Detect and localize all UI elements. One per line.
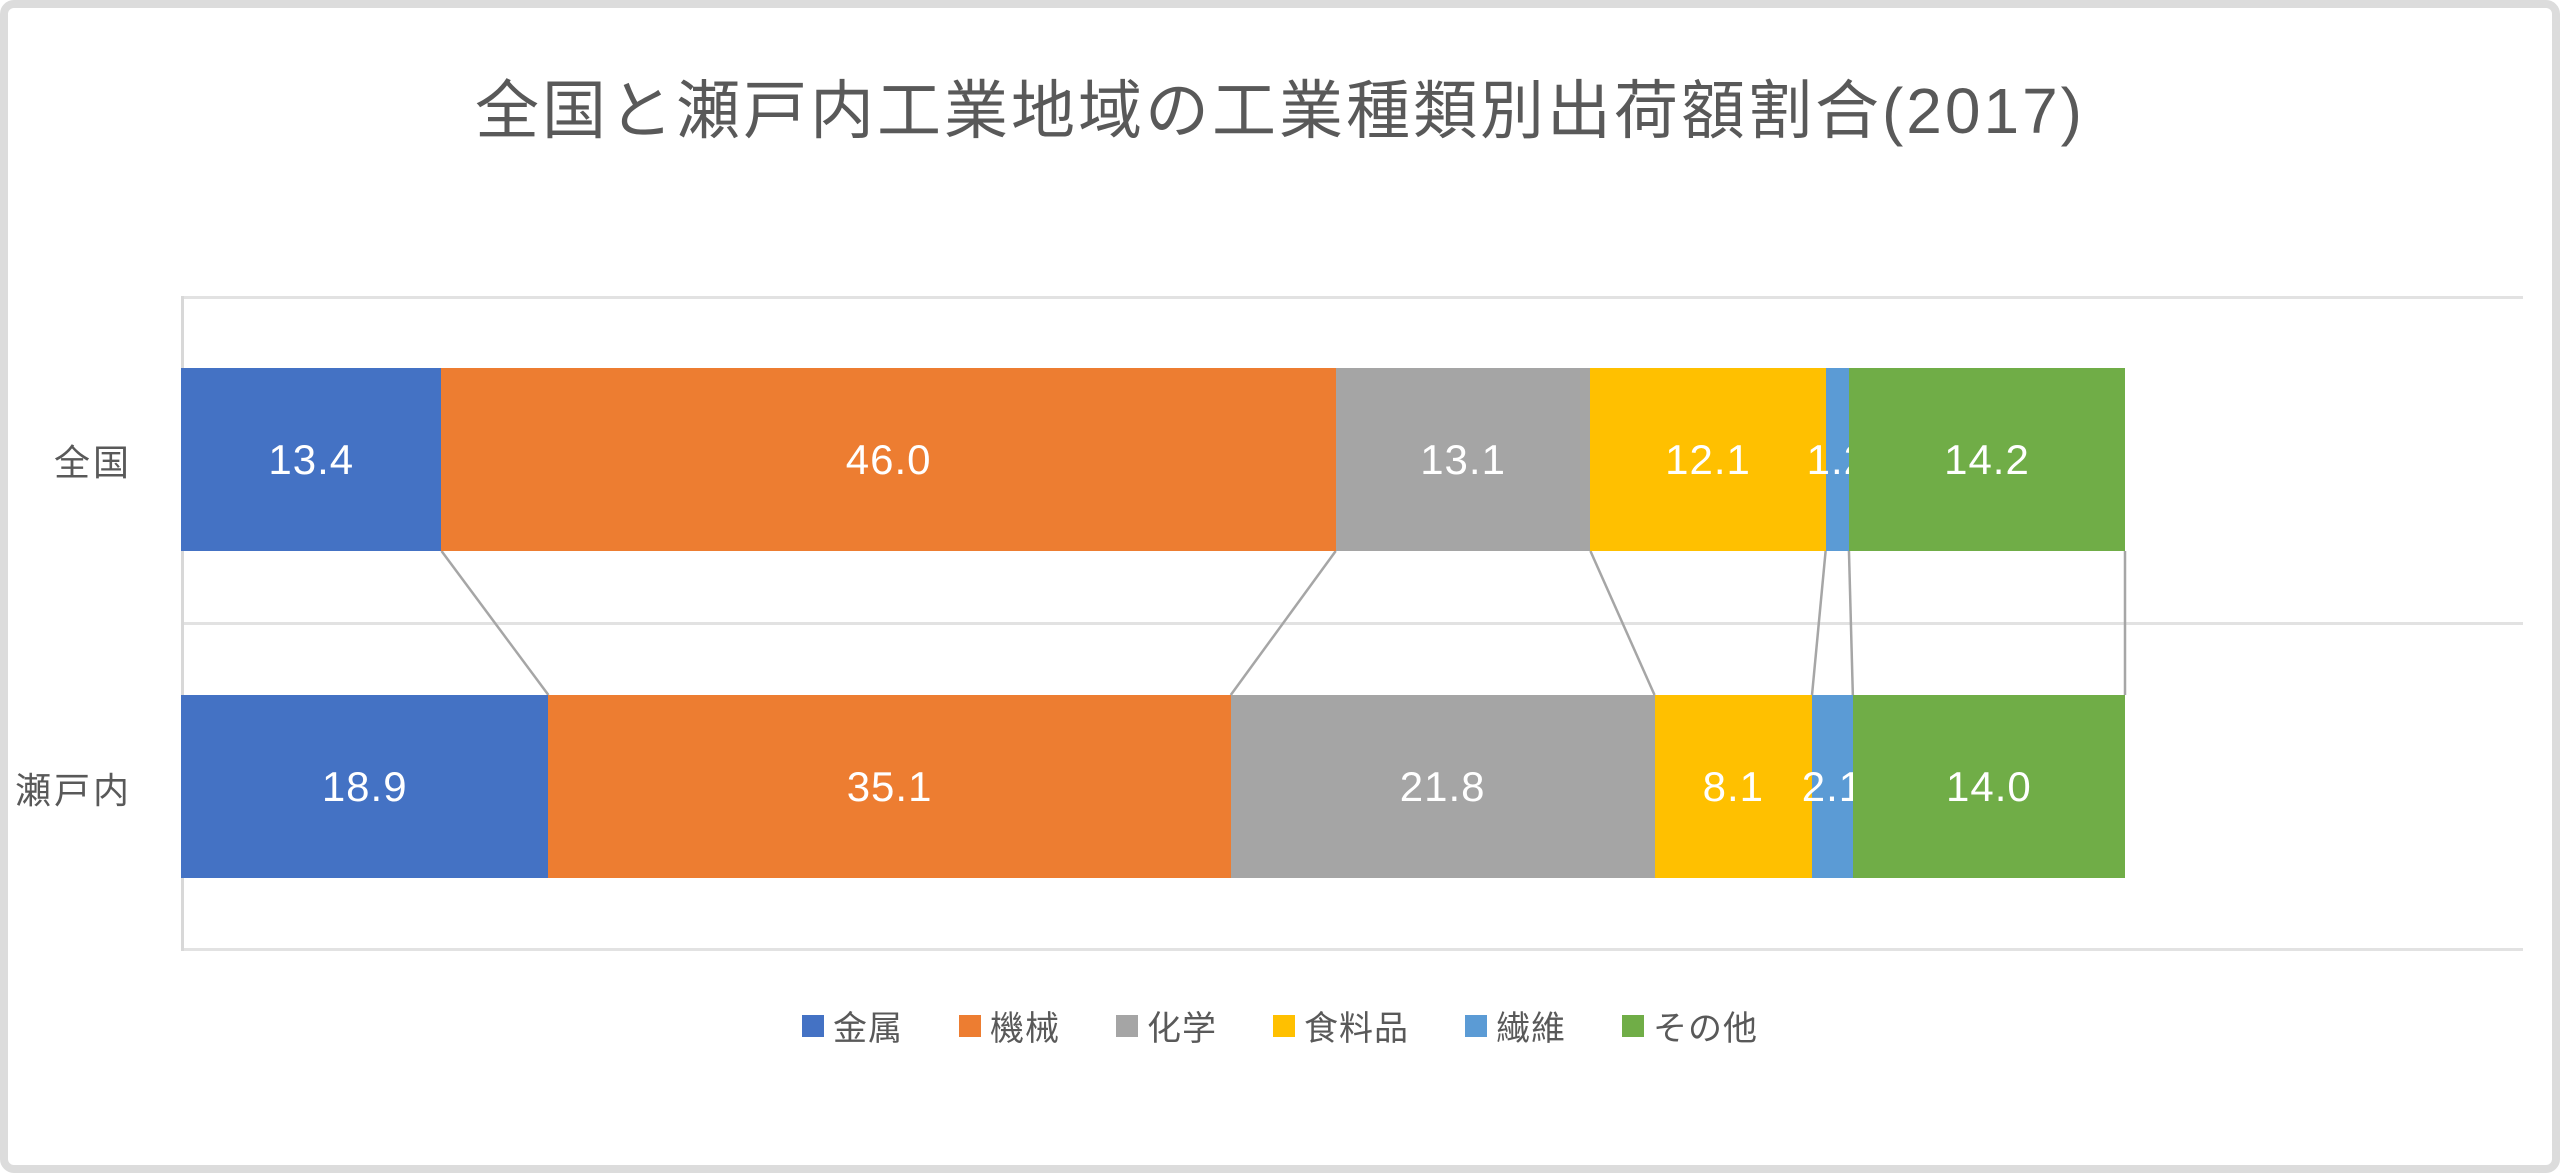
bar-segment — [1335, 368, 1591, 551]
bar-value-label: 46.0 — [845, 435, 932, 483]
bar-segment — [1230, 695, 1655, 878]
bar-value-label: 8.1 — [1702, 762, 1764, 810]
connector-line — [1810, 550, 1827, 696]
legend-swatch-icon — [1465, 1014, 1487, 1037]
plot-bottom-border — [181, 948, 2523, 951]
legend-label: 金属 — [833, 1010, 903, 1048]
bar-value-label: 21.8 — [1399, 762, 1486, 810]
legend: 金属 機械 化学 食料品 繊維 その他 — [8, 1001, 2552, 1050]
legend-entry: 繊維 — [1465, 1001, 1566, 1050]
legend-entry: 金属 — [802, 1001, 903, 1050]
legend-label: 機械 — [990, 1010, 1060, 1048]
bar-segment — [181, 368, 442, 551]
bar-row-setouchi: 18.9 35.1 21.8 8.1 2.1 14.0 — [181, 695, 2125, 878]
connector-line — [440, 550, 550, 696]
bar-segment — [441, 368, 1336, 551]
legend-entry: その他 — [1622, 1001, 1758, 1050]
connector-line — [1589, 550, 1656, 696]
bar-value-label: 13.1 — [1420, 435, 1506, 483]
bar-segment — [1654, 695, 1812, 878]
bar-value-label: 14.0 — [1946, 762, 2032, 810]
legend-label: 化学 — [1147, 1010, 1217, 1048]
bar-value-label: 14.2 — [1944, 435, 2030, 483]
plot-top-border — [181, 296, 2523, 299]
bar-value-label: 35.1 — [846, 762, 933, 810]
legend-entry: 機械 — [959, 1001, 1060, 1050]
legend-swatch-icon — [1116, 1014, 1138, 1037]
bar-segment — [1848, 368, 2125, 551]
bar-value-label: 13.4 — [268, 435, 355, 483]
chart-title: 全国と瀬戸内工業地域の工業種類別出荷額割合(2017) — [475, 75, 2085, 147]
connector-line — [1847, 550, 1855, 696]
category-axis-line — [181, 296, 184, 951]
series-connector-lines — [440, 550, 2127, 696]
bar-segment — [1825, 368, 1849, 551]
plot-area: 13.4 46.0 13.1 12.1 1.2 14.2 18.9 35.1 21.8 8.1 2… — [181, 296, 2523, 951]
bar-row-zenkoku: 13.4 46.0 13.1 12.1 1.2 14.2 — [181, 368, 2125, 551]
bar-segment — [1590, 368, 1826, 551]
bar-segment — [548, 695, 1231, 878]
bar-value-label: 12.1 — [1665, 435, 1751, 483]
legend-label: 繊維 — [1496, 1010, 1566, 1048]
bar-segment — [181, 695, 549, 878]
legend-swatch-icon — [802, 1014, 824, 1037]
legend-swatch-icon — [1622, 1014, 1644, 1037]
bar-value-label: 18.9 — [321, 762, 408, 810]
bar-segment — [1812, 695, 1853, 878]
legend-label: 食料品 — [1304, 1010, 1409, 1048]
bar-segment — [1852, 695, 2125, 878]
category-label-zenkoku: 全国 — [53, 442, 132, 483]
legend-label: その他 — [1653, 1010, 1758, 1048]
legend-swatch-icon — [959, 1014, 981, 1037]
category-gridline — [181, 622, 2523, 625]
legend-entry: 化学 — [1116, 1001, 1217, 1050]
category-label-setouchi: 瀬戸内 — [14, 770, 132, 811]
legend-swatch-icon — [1273, 1014, 1295, 1037]
connector-line — [1229, 550, 1337, 696]
bar-value-label: 2.1 — [1801, 762, 1864, 810]
legend-entry: 食料品 — [1273, 1001, 1409, 1050]
